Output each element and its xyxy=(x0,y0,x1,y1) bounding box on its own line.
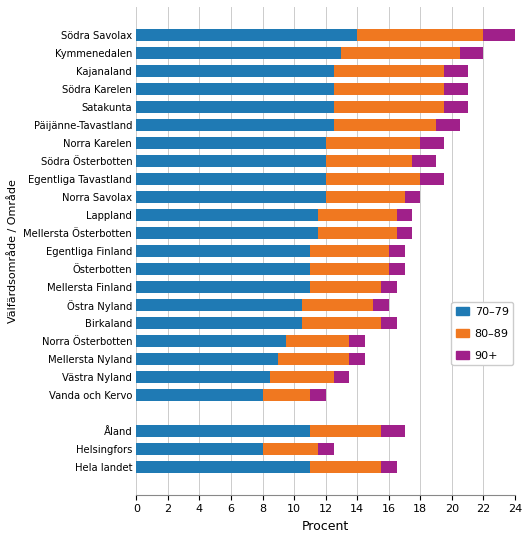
Bar xyxy=(381,461,397,472)
Bar xyxy=(381,317,397,329)
Bar xyxy=(310,281,381,293)
Bar xyxy=(444,101,468,113)
Bar xyxy=(136,389,262,401)
Bar xyxy=(389,263,405,275)
Bar xyxy=(333,83,444,95)
Bar xyxy=(136,299,302,310)
Bar xyxy=(262,443,318,455)
Bar xyxy=(326,155,413,167)
Bar xyxy=(333,65,444,77)
Bar xyxy=(318,209,397,221)
Bar xyxy=(460,47,484,59)
Y-axis label: Välfärdsområde / Område: Välfärdsområde / Område xyxy=(7,179,18,323)
Bar xyxy=(136,65,333,77)
Bar xyxy=(326,191,405,202)
Bar xyxy=(136,137,326,148)
Bar xyxy=(136,281,310,293)
Bar xyxy=(136,209,318,221)
Bar xyxy=(333,371,349,383)
Bar xyxy=(420,137,444,148)
X-axis label: Procent: Procent xyxy=(302,520,349,533)
Bar xyxy=(136,83,333,95)
Bar xyxy=(136,29,357,41)
Bar xyxy=(357,29,484,41)
Bar xyxy=(326,173,420,185)
Bar xyxy=(136,443,262,455)
Bar xyxy=(341,47,460,59)
Bar xyxy=(270,371,333,383)
Bar xyxy=(136,353,278,365)
Bar xyxy=(136,155,326,167)
Bar xyxy=(333,101,444,113)
Bar xyxy=(318,227,397,239)
Bar xyxy=(318,443,333,455)
Bar xyxy=(286,335,349,347)
Bar xyxy=(136,335,286,347)
Bar xyxy=(484,29,515,41)
Bar xyxy=(136,173,326,185)
Bar xyxy=(310,461,381,472)
Bar xyxy=(310,389,326,401)
Bar xyxy=(136,101,333,113)
Bar xyxy=(349,335,365,347)
Bar xyxy=(262,389,310,401)
Legend: 70–79, 80–89, 90+: 70–79, 80–89, 90+ xyxy=(451,302,513,366)
Bar xyxy=(413,155,436,167)
Bar xyxy=(310,245,389,256)
Bar xyxy=(405,191,420,202)
Bar xyxy=(136,461,310,472)
Bar xyxy=(310,263,389,275)
Bar xyxy=(302,317,381,329)
Bar xyxy=(136,245,310,256)
Bar xyxy=(349,353,365,365)
Bar xyxy=(381,281,397,293)
Bar xyxy=(333,119,436,131)
Bar xyxy=(389,245,405,256)
Bar xyxy=(278,353,349,365)
Bar xyxy=(326,137,420,148)
Bar xyxy=(310,425,381,437)
Bar xyxy=(136,263,310,275)
Bar xyxy=(397,227,413,239)
Bar xyxy=(381,425,405,437)
Bar xyxy=(136,227,318,239)
Bar xyxy=(136,317,302,329)
Bar xyxy=(373,299,389,310)
Bar xyxy=(136,191,326,202)
Bar xyxy=(436,119,460,131)
Bar xyxy=(136,119,333,131)
Bar xyxy=(420,173,444,185)
Bar xyxy=(444,83,468,95)
Bar xyxy=(136,47,341,59)
Bar xyxy=(136,425,310,437)
Bar xyxy=(397,209,413,221)
Bar xyxy=(302,299,373,310)
Bar xyxy=(136,371,270,383)
Bar xyxy=(444,65,468,77)
